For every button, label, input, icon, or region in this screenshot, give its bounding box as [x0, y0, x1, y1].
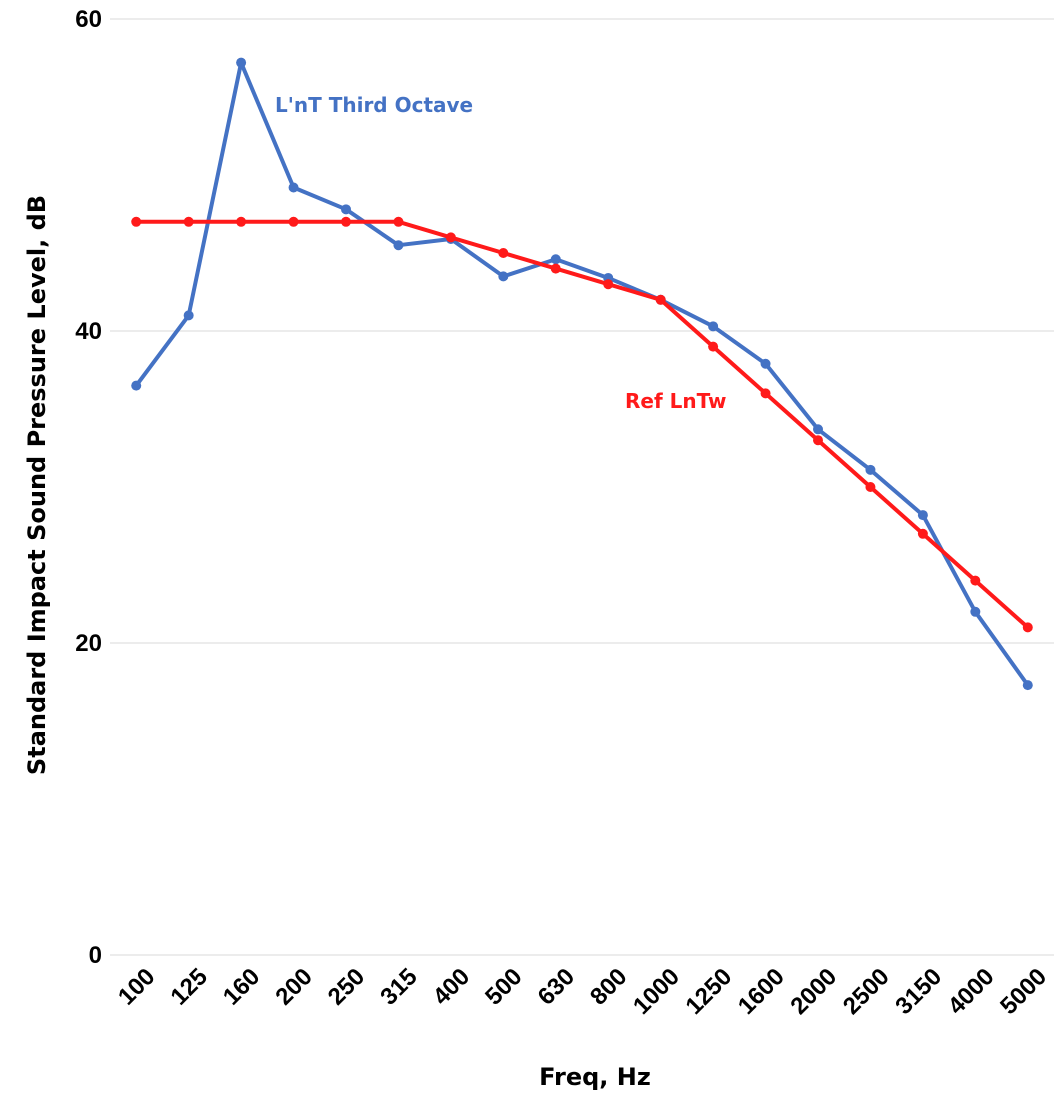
data-point — [917, 528, 928, 539]
y-axis-title: Standard Impact Sound Pressure Level, dB — [23, 195, 51, 775]
data-point — [236, 57, 247, 68]
x-tick-label: 200 — [270, 963, 317, 1010]
series-label: L'nT Third Octave — [275, 93, 473, 117]
data-point — [917, 510, 928, 521]
data-point — [760, 358, 771, 369]
x-tick-label: 500 — [480, 963, 527, 1010]
data-point — [131, 380, 142, 391]
data-point — [393, 240, 404, 251]
x-tick-label: 5000 — [995, 963, 1052, 1020]
data-point — [131, 216, 142, 227]
x-tick-label: 1250 — [681, 963, 738, 1020]
data-point — [760, 388, 771, 399]
y-tick-label: 40 — [75, 318, 102, 345]
data-point — [813, 424, 823, 435]
data-point — [393, 216, 404, 227]
data-point — [865, 482, 876, 492]
data-point — [708, 341, 719, 352]
x-tick-labels: 100 125 160 200 250 315 400 500 630 8001000125016… — [113, 963, 1052, 1020]
series-label: Ref LnTw — [625, 389, 727, 413]
data-point — [1022, 680, 1033, 691]
x-tick-label: 250 — [323, 963, 370, 1010]
data-point — [288, 216, 299, 227]
series-lnt-third-octave — [131, 57, 1033, 691]
x-tick-label: 160 — [218, 963, 265, 1010]
x-axis-title: Freq, Hz — [539, 1063, 651, 1091]
series-labels: L'nT Third Octave Ref LnTw — [275, 93, 727, 413]
x-tick-label: 100 — [113, 963, 160, 1010]
data-point — [1022, 622, 1033, 633]
data-point — [183, 216, 194, 227]
data-point — [183, 310, 194, 321]
x-tick-label: 3150 — [890, 963, 947, 1020]
x-tick-label: 315 — [375, 963, 422, 1010]
data-point — [498, 248, 509, 258]
y-tick-label: 0 — [89, 942, 102, 969]
data-point — [341, 204, 351, 215]
y-tick-labels: 0 20 40 60 — [75, 6, 102, 969]
data-point — [603, 279, 614, 290]
y-tick-label: 20 — [75, 630, 102, 657]
data-point — [813, 435, 823, 446]
data-point — [708, 321, 719, 332]
data-point — [550, 263, 561, 274]
data-point — [865, 464, 876, 475]
series-line — [136, 219, 1030, 629]
gridlines — [110, 18, 1054, 956]
x-tick-label: 1000 — [628, 963, 685, 1020]
series-ref-lntw — [131, 216, 1033, 633]
data-point — [288, 182, 299, 193]
x-tick-label: 400 — [428, 963, 475, 1010]
x-tick-label: 4000 — [943, 963, 1000, 1020]
x-tick-label: 125 — [166, 963, 213, 1010]
data-point — [236, 216, 247, 227]
x-tick-label: 630 — [533, 963, 580, 1010]
y-tick-label: 60 — [75, 6, 102, 33]
series-lines — [131, 57, 1033, 691]
data-point — [550, 254, 561, 265]
data-point — [445, 232, 456, 243]
data-point — [655, 294, 666, 305]
series-line — [134, 60, 1030, 687]
x-tick-label: 2500 — [838, 963, 895, 1020]
x-tick-label: 800 — [585, 963, 632, 1010]
x-tick-label: 1600 — [733, 963, 790, 1020]
data-point — [498, 271, 509, 282]
data-point — [970, 606, 981, 617]
x-tick-label: 2000 — [785, 963, 842, 1020]
data-point — [970, 575, 981, 586]
data-point — [341, 216, 351, 227]
